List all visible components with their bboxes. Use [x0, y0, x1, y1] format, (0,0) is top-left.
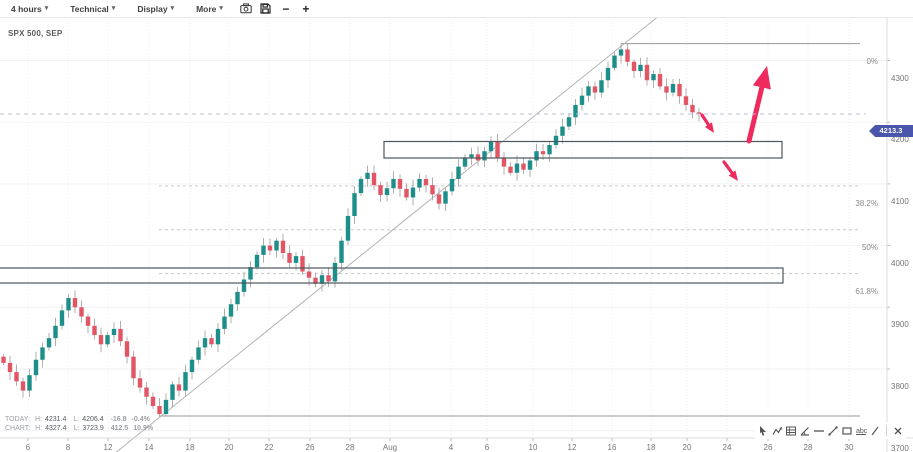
text-tool-icon[interactable]: abc — [855, 424, 867, 437]
drawing-toolbar: abc — [755, 422, 906, 439]
today-high-value: 4231.4 — [44, 416, 67, 423]
timeframe-menu[interactable]: 4 hours ▾ — [0, 0, 59, 17]
today-change: -16.8 — [110, 416, 127, 423]
rectangle-tool-icon[interactable] — [841, 424, 853, 437]
horizontal-line-tool-icon[interactable] — [813, 424, 825, 437]
draw-arrow-tool-icon[interactable] — [771, 424, 783, 437]
time-label: 20 — [224, 443, 234, 452]
time-label: 26 — [763, 443, 773, 452]
time-label: 28 — [345, 443, 355, 452]
line-tool-icon[interactable] — [869, 424, 881, 437]
rectangle-drawing[interactable] — [0, 267, 784, 284]
trendline-drawing[interactable] — [109, 17, 660, 452]
fib-label: 38.2% — [855, 198, 878, 208]
today-low-value: 4206.4 — [82, 416, 104, 423]
price-label: 3700 — [891, 443, 909, 452]
camera-icon[interactable] — [238, 1, 254, 16]
pointer-tool-icon[interactable] — [757, 424, 769, 437]
chart-low-value: 3723.9 — [82, 424, 104, 432]
price-label: 3900 — [891, 320, 909, 330]
price-label: 3800 — [891, 382, 909, 391]
chevron-down-icon: ▾ — [219, 5, 223, 12]
chart-label: CHART: — [5, 424, 31, 432]
time-label: 18 — [185, 443, 195, 452]
today-stats-row: TODAY: H: 4231.4 L: 4206.4 -16.8 -0.4% — [5, 416, 158, 425]
chart-stats-row: CHART: H: 4327.4 L: 3723.9 412.5 10.9% — [5, 425, 158, 434]
price-label: 4300 — [891, 73, 909, 83]
chart-change: 412.5 — [110, 424, 129, 432]
time-label: 20 — [682, 443, 692, 452]
trend-angle-tool-icon[interactable] — [799, 424, 811, 437]
time-label: 6 — [25, 443, 31, 452]
time-label: 24 — [722, 443, 732, 452]
fib-retracement — [159, 43, 860, 417]
time-label: 28 — [803, 443, 813, 452]
fib-label: 61.8% — [855, 286, 878, 296]
technical-menu-label: Technical — [70, 3, 109, 14]
top-toolbar: 4 hours ▾ Technical ▾ Display ▾ More ▾ − — [0, 0, 913, 18]
chart-change-pct: 10.9% — [133, 424, 154, 432]
price-label: 4200 — [891, 135, 909, 145]
svg-text:abc: abc — [856, 428, 867, 435]
timeframe-menu-label: 4 hours — [11, 3, 42, 14]
candlestick-series — [1, 43, 702, 416]
axis-borders — [0, 17, 913, 452]
toolbar-divider — [886, 425, 887, 436]
zoom-out-icon[interactable]: − — [278, 1, 294, 16]
rectangle-drawing[interactable] — [383, 140, 783, 159]
today-high-label: H: — [34, 416, 42, 423]
ohlc-stats: TODAY: H: 4231.4 L: 4206.4 -16.8 -0.4% CHAR… — [5, 416, 158, 433]
fib-label: 50% — [861, 242, 878, 252]
trendline-tool-icon[interactable] — [827, 424, 839, 437]
price-label: 4000 — [891, 258, 909, 268]
remove-drawings-icon[interactable] — [892, 424, 904, 437]
chevron-down-icon: ▾ — [170, 5, 175, 12]
time-label: 14 — [144, 443, 154, 452]
time-label: 10 — [528, 443, 538, 452]
time-label: 12 — [567, 443, 577, 452]
chart-canvas[interactable] — [0, 17, 913, 452]
time-label: Aug — [382, 443, 398, 452]
time-label: 12 — [103, 443, 113, 452]
today-change-pct: -0.4% — [131, 416, 150, 423]
price-label: 4100 — [891, 196, 909, 206]
chart-high-value: 4327.4 — [45, 424, 67, 432]
symbol-label: SPX 500, SEP — [8, 29, 63, 38]
fib-retracement-tool-icon[interactable] — [785, 424, 797, 437]
chart-area: SPX 500, SEP TODAY: H: 4231.4 L: 4206.4 -1… — [0, 17, 913, 452]
zoom-in-icon[interactable]: + — [298, 1, 314, 16]
last-price-badge: 4213.3 — [869, 124, 913, 137]
technical-menu[interactable]: Technical ▾ — [59, 0, 126, 17]
chart-low-label: L: — [73, 424, 80, 432]
fib-label: 0% — [866, 56, 878, 66]
chevron-down-icon: ▾ — [44, 5, 49, 12]
time-label: 16 — [607, 443, 617, 452]
minus-glyph: − — [282, 1, 290, 16]
save-icon[interactable] — [258, 1, 274, 16]
more-menu[interactable]: More ▾ — [185, 0, 234, 17]
time-label: 6 — [484, 443, 490, 452]
plus-glyph: + — [302, 1, 310, 16]
display-menu[interactable]: Display ▾ — [126, 0, 185, 17]
arrow-drawings[interactable] — [700, 66, 771, 181]
time-label: 26 — [305, 443, 315, 452]
chart-high-label: H: — [35, 424, 43, 432]
time-label: 4 — [448, 443, 454, 452]
more-menu-label: More — [196, 3, 217, 14]
chevron-down-icon: ▾ — [111, 5, 116, 12]
today-label: TODAY: — [5, 416, 31, 423]
time-label: 18 — [646, 443, 656, 452]
time-label: 30 — [844, 443, 854, 452]
display-menu-label: Display — [137, 3, 168, 14]
rectangle-drawings — [0, 140, 784, 284]
today-low-label: L: — [73, 416, 80, 423]
time-label: 22 — [264, 443, 274, 452]
time-label: 8 — [65, 443, 71, 452]
